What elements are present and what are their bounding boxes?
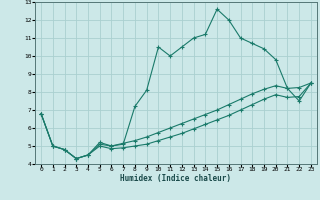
- X-axis label: Humidex (Indice chaleur): Humidex (Indice chaleur): [121, 174, 231, 183]
